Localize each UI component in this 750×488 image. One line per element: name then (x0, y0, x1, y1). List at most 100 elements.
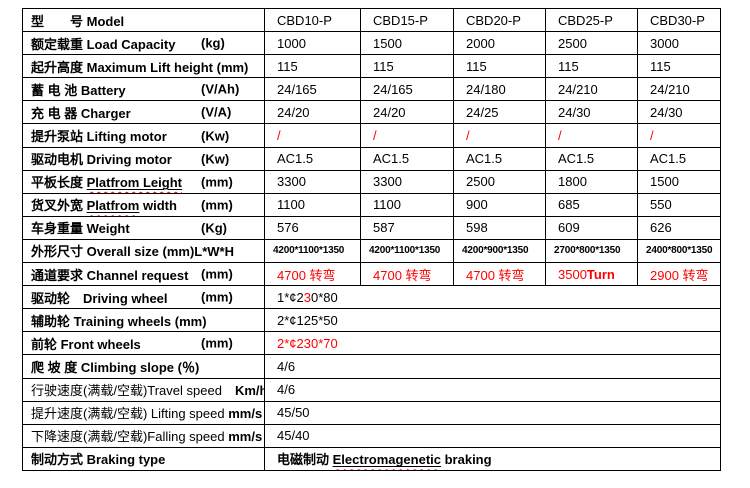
spec-value-max-lift-height-CBD10-P: 115 (264, 54, 361, 79)
spec-table: 型 号 Model CBD10-P CBD15-P CBD20-P CBD25-P CBD… (22, 7, 721, 471)
spec-value-weight-CBD10-P: 576 (264, 215, 361, 240)
row-label-training-wheels: 辅助轮 Training wheels (mm) (22, 308, 265, 333)
spec-value-charger-CBD20-P: 24/25 (453, 100, 546, 125)
row-label-max-lift-height: 起升高度 Maximum Lift height (mm) (22, 54, 265, 79)
spec-value-channel-request-CBD20-P: 4700 转弯 (453, 262, 546, 287)
row-label-channel-request: 通道要求 Channel request (mm) (22, 262, 265, 287)
spec-value-overall-size-CBD10-P: 4200*1100*1350 (264, 238, 361, 264)
text-segment: 辅助轮 Training wheels (mm) (31, 313, 207, 329)
text-segment: 1*¢2 (277, 289, 304, 305)
spec-value-driving-motor-CBD10-P: AC1.5 (264, 146, 361, 171)
spec-value-weight-CBD30-P: 626 (637, 215, 721, 240)
text-segment: 下降速度(满载/空载)Falling speed (31, 429, 229, 445)
spec-value-training-wheels: 2*¢125*50 (264, 308, 721, 333)
spec-row-overall-size: 外形尺寸 Overall size (mm)L*W*H 4200*1100*135… (22, 238, 721, 264)
spec-row-platform-length: 平板长度 Platfrom Leight (mm) 3300 3300 2500 1800… (22, 169, 721, 194)
row-label-front-wheels: 前轮 Front wheels (mm) (22, 331, 265, 356)
spec-value-weight-CBD20-P: 598 (453, 215, 546, 240)
row-label-travel-speed: 行驶速度(满载/空载)Travel speed Km/h (22, 377, 265, 402)
spec-value-charger-CBD15-P: 24/20 (360, 100, 454, 125)
row-label-driving-motor: 驱动电机 Driving motor (Kw) (22, 146, 265, 171)
spec-value-lifting-speed: 45/50 (264, 400, 721, 425)
model-header-5: CBD30-P (637, 7, 721, 33)
row-label-load-capacity: 额定载重 Load Capacity (kg) (22, 31, 265, 56)
row-label-lifting-motor: 提升泵站 Lifting motor (Kw) (22, 123, 265, 148)
spec-value-max-lift-height-CBD25-P: 115 (545, 54, 638, 79)
spec-value-battery-CBD20-P: 24/180 (453, 77, 546, 102)
unit-label: (mm) (201, 197, 233, 213)
spec-row-platform-width: 货叉外宽 Platfrom width (mm) 1100 1100 900 685 550 (22, 192, 721, 217)
spec-row-lifting-speed: 提升速度(满载/空载) Lifting speed mm/s 45/50 (22, 400, 721, 425)
spec-value-platform-length-CBD20-P: 2500 (453, 169, 546, 194)
misspelled-word: Electromagenetic (332, 452, 441, 468)
spec-row-load-capacity: 额定载重 Load Capacity (kg) 1000 1500 2000 2500 30… (22, 31, 721, 56)
unit-label: (mm) (201, 266, 233, 282)
unit-label: (Kw) (201, 128, 230, 144)
spec-value-charger-CBD30-P: 24/30 (637, 100, 721, 125)
unit-label: (mm) (201, 335, 233, 351)
spec-value-overall-size-CBD25-P: 2700*800*1350 (545, 238, 638, 264)
model-header-4: CBD25-P (545, 7, 638, 33)
spec-row-battery: 蓄 电 池 Battery (V/Ah) 24/165 24/165 24/180 24/… (22, 77, 721, 102)
spec-value-battery-CBD10-P: 24/165 (264, 77, 361, 102)
spec-value-climbing-slope: 4/6 (264, 354, 721, 379)
unit-label: (V/A) (201, 104, 232, 120)
unit-label: (Kg) (201, 220, 227, 236)
spec-value-platform-length-CBD30-P: 1500 (637, 169, 721, 194)
spec-value-load-capacity-CBD25-P: 2500 (545, 31, 638, 56)
spec-value-channel-request-CBD25-P: 3500Turn (545, 262, 638, 287)
spec-row-driving-motor: 驱动电机 Driving motor (Kw) AC1.5 AC1.5 AC1.5 AC1… (22, 146, 721, 171)
text-segment: 驱动轮 Driving wheel (31, 290, 168, 306)
header-row: 型 号 Model CBD10-P CBD15-P CBD20-P CBD25-P CBD… (22, 7, 721, 33)
text-segment: 3 (303, 289, 311, 305)
text-segment: mm/s (228, 406, 263, 422)
spec-value-load-capacity-CBD20-P: 2000 (453, 31, 546, 56)
text-segment: 驱动电机 Driving motor (31, 152, 172, 168)
spec-table-body: 型 号 Model CBD10-P CBD15-P CBD20-P CBD25-P CBD… (22, 7, 721, 471)
text-segment: width (139, 198, 177, 214)
row-label-model: 型 号 Model (22, 7, 265, 33)
unit-label: (mm) (201, 174, 233, 190)
spec-value-weight-CBD15-P: 587 (360, 215, 454, 240)
spec-value-battery-CBD15-P: 24/165 (360, 77, 454, 102)
row-label-overall-size: 外形尺寸 Overall size (mm)L*W*H (22, 238, 265, 264)
spec-row-falling-speed: 下降速度(满载/空载)Falling speed mm/s 45/40 (22, 423, 721, 448)
text-segment: 提升速度(满载/空载) Lifting speed (31, 406, 229, 422)
spec-value-driving-motor-CBD25-P: AC1.5 (545, 146, 638, 171)
spec-value-lifting-motor-CBD25-P: / (545, 123, 638, 148)
spec-value-driving-motor-CBD30-P: AC1.5 (637, 146, 721, 171)
spec-value-channel-request-CBD10-P: 4700 转弯 (264, 262, 361, 287)
spec-value-charger-CBD25-P: 24/30 (545, 100, 638, 125)
spec-row-training-wheels: 辅助轮 Training wheels (mm) 2*¢125*50 (22, 308, 721, 333)
spec-row-charger: 充 电 器 Charger (V/A) 24/20 24/20 24/25 24/30 24… (22, 100, 721, 125)
spec-value-travel-speed: 4/6 (264, 377, 721, 402)
spec-row-braking-type: 制动方式 Braking type 电磁制动 Electromagenetic b… (22, 446, 721, 471)
spec-value-max-lift-height-CBD30-P: 115 (637, 54, 721, 79)
spec-row-travel-speed: 行驶速度(满载/空载)Travel speed Km/h 4/6 (22, 377, 721, 402)
spec-value-battery-CBD25-P: 24/210 (545, 77, 638, 102)
spec-value-lifting-motor-CBD15-P: / (360, 123, 454, 148)
spec-value-driving-wheel: 1*¢230*80 (264, 285, 721, 310)
spec-value-platform-width-CBD30-P: 550 (637, 192, 721, 217)
spec-row-lifting-motor: 提升泵站 Lifting motor (Kw) / / / / / (22, 123, 721, 148)
text-segment: mm/s (228, 429, 263, 445)
spec-value-battery-CBD30-P: 24/210 (637, 77, 721, 102)
text-segment: 0*80 (310, 289, 338, 305)
spec-row-driving-wheel: 驱动轮 Driving wheel (mm) 1*¢230*80 (22, 285, 721, 310)
spec-row-weight: 车身重量 Weight (Kg) 576 587 598 609 626 (22, 215, 721, 240)
spec-value-front-wheels: 2*¢230*70 (264, 331, 721, 356)
row-label-weight: 车身重量 Weight (Kg) (22, 215, 265, 240)
spec-value-lifting-motor-CBD10-P: / (264, 123, 361, 148)
spec-value-load-capacity-CBD10-P: 1000 (264, 31, 361, 56)
spec-value-channel-request-CBD30-P: 2900 转弯 (637, 262, 721, 287)
spec-value-platform-width-CBD20-P: 900 (453, 192, 546, 217)
spec-value-platform-width-CBD10-P: 1100 (264, 192, 361, 217)
text-segment: 通道要求 Channel request (31, 267, 189, 283)
spec-value-platform-width-CBD25-P: 685 (545, 192, 638, 217)
spec-value-braking-type: 电磁制动 Electromagenetic braking (264, 446, 721, 471)
text-segment: 行驶速度(满载/空载)Travel speed (31, 383, 235, 399)
text-segment: 爬 坡 度 Climbing slope (％) (31, 359, 200, 375)
spec-value-max-lift-height-CBD20-P: 115 (453, 54, 546, 79)
text-segment: 额定载重 Load Capacity (31, 36, 176, 52)
